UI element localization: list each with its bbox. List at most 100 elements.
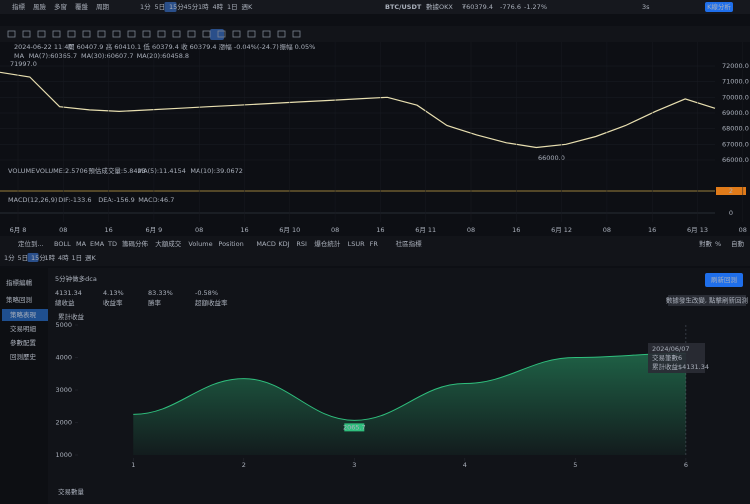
indicator[interactable]: 爆仓統計 [314, 239, 341, 248]
period[interactable]: 5日 [18, 254, 29, 262]
indicator[interactable]: KDJ [278, 240, 289, 248]
change: -776.6 [500, 3, 521, 11]
side-item[interactable]: 回測歷史 [10, 352, 37, 361]
indicator[interactable]: FR [370, 240, 379, 248]
ohlc-item: 漲幅 -0.04%(-24.7) [219, 42, 279, 51]
tool-icon[interactable] [187, 30, 196, 38]
tool-icon[interactable] [232, 30, 241, 38]
speed[interactable]: 3s [642, 3, 650, 11]
tool-icon[interactable] [202, 30, 211, 38]
axis-option[interactable]: % [715, 240, 721, 248]
ma-legend: MA(30):60607.7 [81, 52, 133, 60]
period[interactable]: 45分 [184, 2, 199, 11]
tool-icon[interactable] [277, 30, 286, 38]
indicator[interactable]: MACD [256, 240, 275, 248]
tool-icon[interactable] [112, 30, 121, 38]
x-tick-label: 1 [131, 461, 135, 469]
refresh-button[interactable] [705, 273, 743, 287]
period[interactable]: 週K [242, 2, 254, 11]
date-label: 6月 12 [551, 226, 572, 234]
indicator[interactable]: LSUR [348, 240, 366, 248]
period[interactable]: 1時 [45, 254, 56, 262]
indicator[interactable]: 大額成交 [155, 239, 182, 248]
tool-icon[interactable] [67, 30, 76, 38]
analysis-button[interactable] [705, 2, 733, 12]
tool-icon[interactable] [7, 30, 16, 38]
date-label: 6月 10 [279, 226, 300, 234]
period[interactable]: 1時 [198, 3, 209, 11]
locate[interactable]: 定位到... [18, 239, 44, 248]
side-tab[interactable]: 指標編輯 [6, 278, 33, 287]
indicator[interactable]: Position [218, 240, 243, 248]
period[interactable]: 1日 [72, 254, 83, 262]
tool-icon[interactable] [247, 30, 256, 38]
period[interactable]: 4時 [58, 254, 69, 262]
ma-legend: MA [14, 52, 25, 60]
stat-value: 4131.34 [55, 289, 82, 297]
side-item[interactable]: 策略表現 [10, 310, 37, 319]
y-tick-label: 68000.0 [722, 125, 749, 133]
tool-icon[interactable] [22, 30, 31, 38]
tool-icon[interactable] [37, 30, 46, 38]
tooltip-key: 累計收益 [652, 362, 679, 371]
macd-legend: MACD(12,26,9) [8, 196, 57, 204]
tool-icon[interactable] [97, 30, 106, 38]
indicator[interactable]: Volume [188, 240, 212, 248]
area-line [133, 352, 686, 421]
period[interactable]: 週K [85, 253, 97, 262]
period[interactable]: 1分 [140, 2, 151, 11]
volume-legend: VOLUME:2.5706 [36, 167, 88, 175]
date-label: 6月 11 [415, 226, 436, 234]
analysis[interactable]: K線分析 [707, 2, 731, 11]
date-label: 16 [376, 226, 384, 234]
y-tick-label: 69000.0 [722, 109, 749, 117]
period[interactable]: 5日 [155, 3, 166, 11]
ohlc-item: 收 60379.4 [181, 42, 216, 51]
side-item[interactable]: 交易明細 [10, 324, 37, 333]
tooltip-key: 交易筆數 [652, 353, 679, 362]
tool-icon[interactable] [157, 30, 166, 38]
period[interactable]: 1日 [227, 3, 238, 11]
tool-icon[interactable] [217, 30, 226, 38]
period[interactable]: 1分 [4, 253, 15, 262]
tool-icon[interactable] [142, 30, 151, 38]
tooltip-date: 2024/06/07 [652, 345, 689, 353]
indicator[interactable]: TD [107, 240, 117, 248]
menu-item[interactable]: 風險 [33, 2, 47, 11]
tool-icon[interactable] [82, 30, 91, 38]
period[interactable]: 15分 [169, 2, 184, 11]
ohlc-time: 2024-06-22 11:40 [14, 43, 73, 51]
indicator[interactable]: EMA [90, 240, 105, 248]
side-tab[interactable]: 策略回測 [6, 295, 32, 304]
notice: 數據發生改變, 點擊刷新回測 [666, 296, 748, 305]
side-item[interactable]: 參數配置 [10, 338, 37, 347]
y-tick-label: 5000 [55, 321, 72, 329]
period[interactable]: 4時 [213, 3, 224, 11]
tool-icon[interactable] [292, 30, 301, 38]
stat-label: 超額收益率 [195, 298, 228, 307]
source: 數據OKX [426, 2, 453, 11]
axis-option[interactable]: 對數 [699, 239, 713, 248]
date-label: 16 [240, 226, 248, 234]
indicator[interactable]: RSI [296, 240, 307, 248]
indicator[interactable]: 籌碼分佈 [122, 239, 149, 248]
axis-option[interactable]: 自動 [731, 239, 745, 248]
indicator[interactable]: BOLL [54, 240, 71, 248]
menu-item[interactable]: 多窗 [54, 2, 67, 11]
y-tick-label: 70000.0 [722, 93, 749, 101]
menu-item[interactable]: 周期 [96, 3, 110, 11]
refresh[interactable]: 刷新回測 [711, 275, 737, 284]
tool-icon[interactable] [127, 30, 136, 38]
tool-icon[interactable] [172, 30, 181, 38]
menu-item[interactable]: 覆盤 [75, 2, 89, 11]
tool-icon[interactable] [262, 30, 271, 38]
date-label: 08 [603, 226, 611, 234]
tool-icon[interactable] [52, 30, 61, 38]
indicator[interactable]: MA [76, 240, 87, 248]
community[interactable]: 社區指標 [396, 239, 423, 248]
high-mark: 71997.0 [10, 60, 37, 68]
menu-item[interactable]: 指標 [12, 2, 26, 11]
y-axis-title: 累計收益 [58, 312, 85, 321]
period[interactable]: 15分 [31, 253, 46, 262]
